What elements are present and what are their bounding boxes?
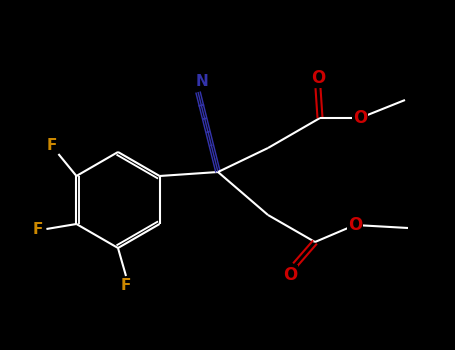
Text: O: O [311, 69, 325, 87]
Text: O: O [283, 266, 297, 284]
Text: F: F [121, 279, 131, 294]
Text: O: O [353, 109, 367, 127]
Text: F: F [46, 138, 56, 153]
Text: F: F [32, 222, 43, 237]
Text: O: O [348, 216, 362, 234]
Text: N: N [196, 75, 208, 90]
